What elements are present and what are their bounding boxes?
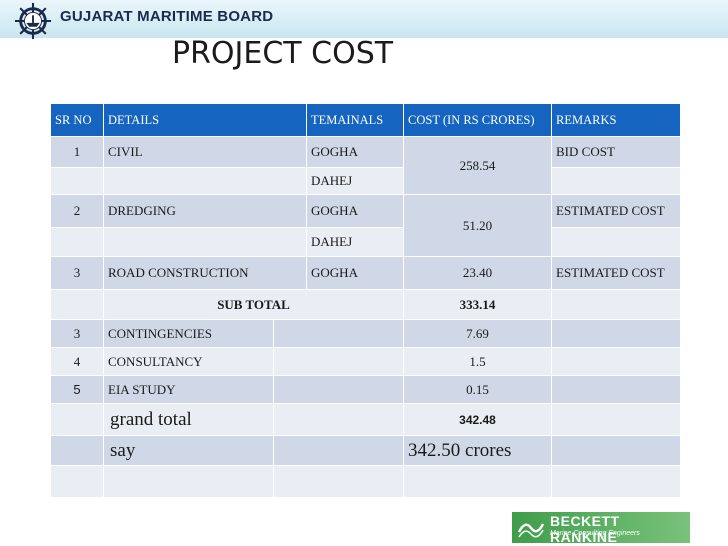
grand-total-cost: 342.48 (403, 403, 553, 436)
brand-tagline: Marine Consulting Engineers (550, 530, 640, 537)
table-row: 1 CIVIL GOGHA 258.54 BID COST (50, 136, 682, 195)
table-header-row: SR NO DETAILS TEMAINALS COST (IN RS CROR… (50, 103, 682, 137)
say-row: say 342.50 crores (50, 435, 682, 466)
sr-cell: 1 (50, 136, 104, 168)
details-cell: CONSULTANCY (103, 347, 274, 376)
details-cell: CIVIL (102, 136, 308, 168)
column-header-sr-no: SR NO (50, 103, 104, 137)
sr-cell: 4 (50, 347, 104, 376)
table-row: 2 DREDGING GOGHA 51.20 ESTIMATED COST (50, 194, 682, 257)
details-cell: EIA STUDY (103, 375, 274, 404)
subtotal-cost: 333.14 (403, 289, 553, 320)
cost-cell: 0.15 (403, 375, 553, 404)
subtotal-label: SUB TOTAL (102, 289, 405, 320)
organization-name: GUJARAT MARITIME BOARD (60, 8, 274, 25)
remarks-cell: ESTIMATED COST (551, 256, 682, 290)
column-header-details: DETAILS (102, 103, 308, 137)
wave-logo-icon (518, 523, 544, 538)
details-cell: DREDGING (102, 194, 308, 228)
sr-cell: 2 (50, 194, 104, 228)
grand-total-row: grand total 342.48 (50, 403, 682, 436)
say-value: 342.50 crores (403, 435, 553, 466)
details-cell: CONTINGENCIES (103, 319, 274, 348)
sr-cell: 3 (50, 256, 104, 290)
beckett-rankine-logo: BECKETT RANKINE Marine Consulting Engine… (512, 512, 690, 545)
say-label: say (103, 435, 274, 466)
details-cell: ROAD CONSTRUCTION (102, 256, 308, 290)
column-header-terminals: TEMAINALS (306, 103, 405, 137)
sr-cell: 5 (50, 375, 104, 404)
terminal-cell: GOGHA (306, 136, 405, 168)
remarks-cell: ESTIMATED COST (551, 194, 682, 228)
cost-cell: 51.20 (403, 194, 553, 257)
ship-wheel-logo-icon (14, 2, 52, 40)
column-header-remarks: REMARKS (551, 103, 682, 137)
table-row: DAHEJ (50, 167, 682, 195)
table-row: 4 CONSULTANCY 1.5 (50, 347, 682, 376)
empty-row (50, 465, 682, 498)
brand-name: BECKETT RANKINE (550, 513, 620, 545)
column-header-cost: COST (IN RS CRORES) (403, 103, 553, 137)
table-row: 3 ROAD CONSTRUCTION GOGHA 23.40 ESTIMATE… (50, 256, 682, 290)
terminal-cell: GOGHA (306, 256, 405, 290)
table-row: 3 CONTINGENCIES 7.69 (50, 319, 682, 348)
header-bar: GUJARAT MARITIME BOARD (0, 0, 728, 40)
slide-title: PROJECT COST (172, 36, 394, 71)
cost-cell: 1.5 (403, 347, 553, 376)
project-cost-table: SR NO DETAILS TEMAINALS COST (IN RS CROR… (50, 103, 682, 498)
subtotal-row: SUB TOTAL 333.14 (50, 289, 682, 320)
cost-cell: 7.69 (403, 319, 553, 348)
table-row: 5 EIA STUDY 0.15 (50, 375, 682, 404)
terminal-cell: DAHEJ (306, 167, 405, 195)
terminal-cell: GOGHA (306, 194, 405, 228)
cost-cell: 258.54 (403, 136, 553, 195)
sr-cell: 3 (50, 319, 104, 348)
remarks-cell: BID COST (551, 136, 682, 168)
terminal-cell: DAHEJ (306, 227, 405, 257)
grand-total-label: grand total (103, 403, 274, 436)
table-row: DAHEJ (50, 227, 682, 257)
cost-cell: 23.40 (403, 256, 553, 290)
